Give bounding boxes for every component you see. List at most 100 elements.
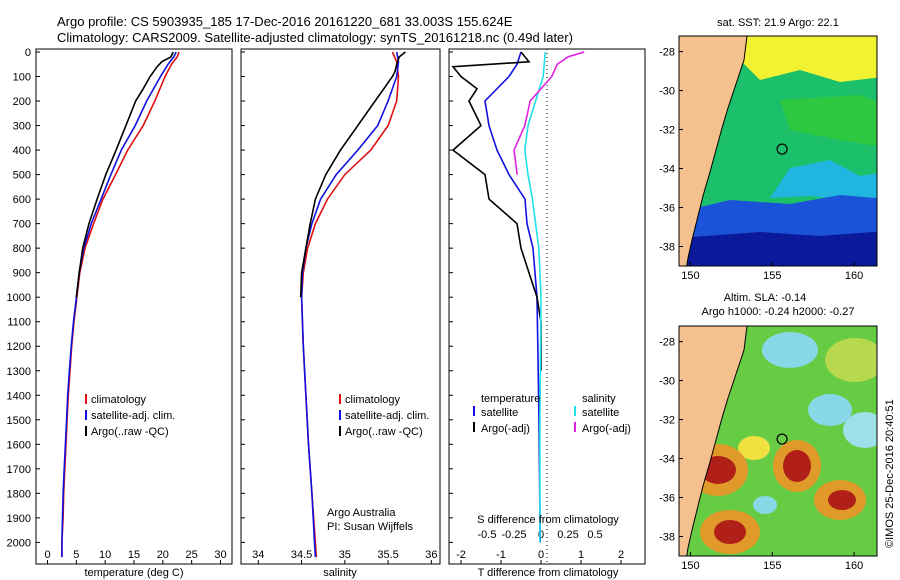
legend-label-argo: Argo(..raw -QC)	[91, 426, 169, 438]
salinity-series	[299, 51, 406, 558]
sla-map-subtitle: Argo h1000: -0.24 h2000: -0.27	[702, 306, 855, 318]
map-y-tick-label: -32	[659, 415, 675, 427]
series-line	[451, 51, 542, 371]
sla-low-anomaly	[753, 496, 777, 514]
x-tick-label-s: 0.5	[587, 529, 602, 541]
sst-map	[679, 36, 877, 266]
sla-land-australia	[679, 326, 747, 556]
series-line	[61, 51, 180, 558]
map-y-tick-label: -32	[659, 125, 675, 137]
sla-low-anomaly	[762, 332, 818, 368]
map-y-tick-label: -38	[659, 242, 675, 254]
salinity-x-axis: 34 34.5 35 35.5 36	[252, 549, 437, 564]
temperature-axis-label: temperature (deg C)	[84, 567, 183, 579]
map-y-tick-label: -28	[659, 47, 675, 59]
x-tick-label-t: -2	[456, 549, 466, 561]
x-tick-label-s: -0.25	[501, 529, 526, 541]
legend-label-s-argo: Argo(-adj)	[582, 423, 631, 435]
depth-tick-label: 1200	[7, 341, 31, 353]
sla-argo-position-marker	[776, 433, 788, 445]
x-tick-label: 15	[128, 549, 140, 561]
sla-map	[679, 326, 877, 556]
x-tick-label: 25	[186, 549, 198, 561]
annotation-pi: PI: Susan Wijffels	[327, 521, 413, 533]
temperature-legend: climatology satellite-adj. clim. Argo(..…	[85, 394, 175, 438]
depth-axis: 0 100 200 300 400 500 600 700 800 900 1000 1100 1200…	[7, 47, 453, 549]
depth-tick-label: 1400	[7, 390, 31, 402]
x-tick-label: 35.5	[377, 549, 398, 561]
temperature-series	[61, 51, 180, 558]
sst-coldest-south	[679, 231, 877, 266]
sla-coastline	[686, 326, 748, 556]
sla-map-axes: 150 155 160 -28 -30 -32 -34 -36 -38	[659, 337, 863, 572]
map-x-tick-label: 150	[681, 270, 699, 282]
series-line	[300, 51, 400, 558]
sst-cool-band	[770, 160, 877, 203]
x-tick-label-s: -0.5	[478, 529, 497, 541]
difference-series	[451, 51, 585, 543]
legend-label-argo: Argo(..raw -QC)	[345, 426, 423, 438]
sst-land-australia	[679, 36, 747, 266]
x-tick-label: 36	[425, 549, 437, 561]
salinity-panel-frame	[240, 48, 441, 565]
legend-header-salinity: salinity	[582, 393, 616, 405]
legend-label-s-satellite: satellite	[582, 407, 619, 419]
sla-high-core	[783, 450, 811, 482]
series-line	[523, 51, 547, 543]
depth-tick-label: 1600	[7, 439, 31, 451]
temperature-x-axis: 0 5 10 15 20 25 30	[44, 549, 227, 564]
header-line-2: Climatology: CARS2009. Satellite-adjuste…	[57, 30, 573, 45]
x-tick-label-t: -1	[496, 549, 506, 561]
sla-anomaly	[738, 436, 770, 460]
sst-argo-position-marker	[776, 143, 788, 155]
difference-x-axis: -2 -1 0 1 2 -0.5 -0.25 0 0.25 0.5	[456, 529, 624, 564]
x-tick-label-s: 0	[538, 529, 544, 541]
depth-tick-label: 500	[13, 170, 31, 182]
depth-tick-label: 900	[13, 268, 31, 280]
series-line	[299, 51, 406, 298]
map-y-tick-label: -28	[659, 337, 675, 349]
map-x-tick-label: 155	[763, 270, 781, 282]
depth-tick-label: 100	[13, 72, 31, 84]
depth-tick-label: 600	[13, 194, 31, 206]
depth-tick-label: 800	[13, 243, 31, 255]
map-y-tick-label: -36	[659, 493, 675, 505]
map-x-tick-label: 160	[845, 560, 863, 572]
x-tick-label: 0	[44, 549, 50, 561]
sst-coastline	[686, 36, 748, 266]
map-x-tick-label: 160	[845, 270, 863, 282]
sla-high-core	[828, 490, 856, 510]
salinity-axis-label: salinity	[323, 567, 357, 579]
sst-map-axes: 150 155 160 -28 -30 -32 -34 -36 -38	[659, 47, 863, 282]
sla-map-frame	[678, 325, 878, 557]
x-tick-label: 34.5	[291, 549, 312, 561]
legend-label-satellite: satellite-adj. clim.	[91, 410, 175, 422]
legend-header-temperature: temperature	[481, 393, 540, 405]
x-tick-label: 34	[252, 549, 264, 561]
x-tick-label-s: 0.25	[557, 529, 578, 541]
sst-map-title: sat. SST: 21.9 Argo: 22.1	[717, 17, 839, 29]
depth-tick-label: 1100	[7, 317, 31, 329]
depth-tick-label: 300	[13, 121, 31, 133]
x-tick-label-t: 0	[538, 549, 544, 561]
sla-map-title: Altim. SLA: -0.14	[724, 292, 807, 304]
depth-tick-label: 400	[13, 145, 31, 157]
annotation-institution: Argo Australia	[327, 507, 396, 519]
map-y-tick-label: -36	[659, 203, 675, 215]
map-x-tick-label: 155	[763, 560, 781, 572]
difference-legend: temperature satellite Argo(-adj) salinit…	[473, 393, 631, 435]
x-tick-label: 10	[99, 549, 111, 561]
legend-label-t-satellite: satellite	[481, 407, 518, 419]
x-tick-label: 20	[157, 549, 169, 561]
depth-tick-label: 200	[13, 96, 31, 108]
series-line	[61, 51, 177, 558]
x-tick-label: 5	[73, 549, 79, 561]
series-line	[300, 51, 400, 558]
legend-label-climatology: climatology	[91, 394, 147, 406]
legend-label-satellite: satellite-adj. clim.	[345, 410, 429, 422]
series-line	[484, 51, 541, 543]
depth-tick-label: 1900	[7, 513, 31, 525]
depth-tick-label: 1300	[7, 366, 31, 378]
map-y-tick-label: -38	[659, 532, 675, 544]
